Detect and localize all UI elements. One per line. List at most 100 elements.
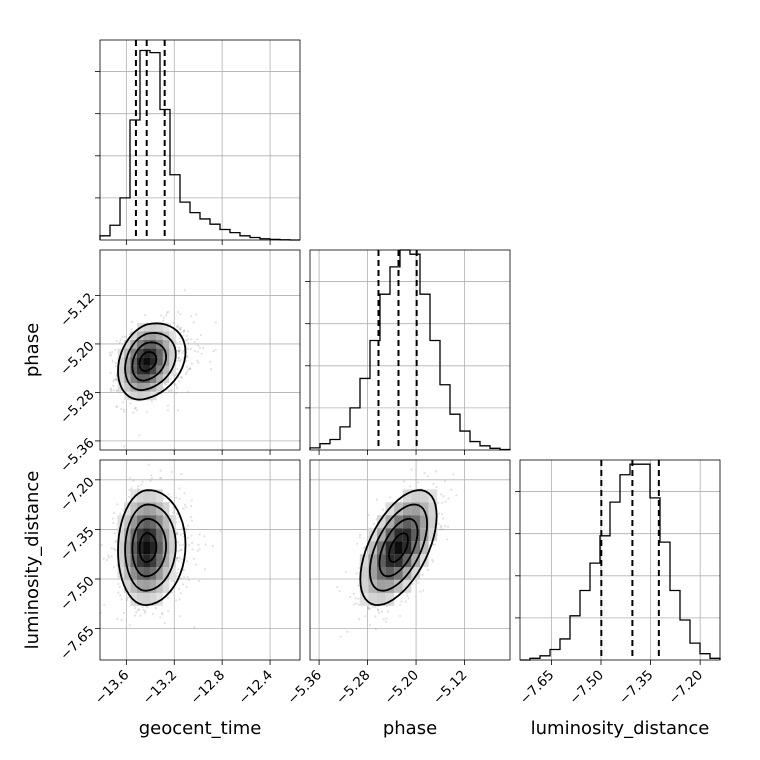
scatter-point xyxy=(193,340,196,343)
density-cell xyxy=(420,541,429,554)
scatter-point xyxy=(166,404,170,407)
scatter-point xyxy=(122,509,125,512)
scatter-point xyxy=(178,360,182,363)
scatter-point xyxy=(175,557,178,560)
scatter-point xyxy=(172,321,175,324)
density-cell xyxy=(156,554,163,567)
scatter-point xyxy=(165,314,168,317)
scatter-point xyxy=(187,338,190,341)
density-cell xyxy=(124,357,131,366)
density-cell xyxy=(117,541,125,554)
density-cell xyxy=(143,391,150,401)
scatter-point xyxy=(183,339,187,342)
density-cell xyxy=(420,489,429,503)
scatter-point xyxy=(198,346,201,349)
scatter-point xyxy=(407,597,410,600)
x-tick-label-geocent_time: −13.6 xyxy=(92,667,133,708)
scatter-point xyxy=(160,476,163,480)
density-cell xyxy=(377,592,386,606)
density-cell xyxy=(359,554,369,567)
scatter-point xyxy=(137,485,140,488)
scatter-point xyxy=(110,547,113,550)
scatter-point xyxy=(177,310,180,313)
scatter-point xyxy=(187,330,190,333)
scatter-point xyxy=(178,340,181,343)
density-cell xyxy=(149,340,157,349)
scatter-point xyxy=(364,615,367,618)
scatter-point xyxy=(187,347,190,350)
scatter-point xyxy=(194,563,197,566)
hist-panel-geocent_time xyxy=(95,39,301,245)
density-cell xyxy=(137,348,144,358)
scatter-point xyxy=(130,328,133,331)
scatter-point xyxy=(349,595,352,599)
scatter-point xyxy=(161,613,164,616)
density-cell xyxy=(420,528,429,542)
scatter-point xyxy=(375,498,378,501)
scatter-point xyxy=(193,626,196,629)
histogram-phase xyxy=(309,249,511,451)
scatter-point xyxy=(175,572,178,575)
density-panel-luminosity_distance-vs-phase xyxy=(309,459,511,665)
density-cell xyxy=(130,502,137,516)
y-tick-label-phase: −5.36 xyxy=(57,435,98,476)
scatter-point xyxy=(177,568,180,571)
contour-level-1 xyxy=(131,518,168,578)
x-tick-label-phase: −5.12 xyxy=(430,667,471,708)
density-cell xyxy=(359,567,369,580)
density-blocks xyxy=(359,489,438,606)
scatter-point xyxy=(196,338,199,341)
scatter-point xyxy=(183,576,186,579)
y-tick-label-phase: −5.28 xyxy=(57,387,98,428)
scatter-point xyxy=(209,368,213,371)
scatter-point xyxy=(146,606,149,609)
density-cell xyxy=(143,489,150,503)
x-tick-label-luminosity_distance: −7.35 xyxy=(616,667,657,708)
scatter-point xyxy=(113,565,116,568)
contour-level-0 xyxy=(387,532,409,563)
scatter-point xyxy=(190,362,193,365)
scatter-point xyxy=(172,511,175,514)
scatter-point xyxy=(179,592,182,595)
scatter-point xyxy=(352,592,356,595)
x-axis-label-geocent_time: geocent_time xyxy=(139,718,262,739)
scatter-point xyxy=(196,549,199,553)
scatter-point xyxy=(112,380,115,383)
panel-frame xyxy=(519,459,721,661)
scatter-point xyxy=(190,504,193,508)
scatter-point xyxy=(158,476,162,480)
scatter-point xyxy=(339,635,342,638)
scatter-point xyxy=(185,334,188,338)
density-cell xyxy=(124,567,131,580)
scatter-point xyxy=(432,482,435,485)
scatter-point xyxy=(185,371,188,374)
density-cell xyxy=(149,357,157,366)
contour-level-2 xyxy=(368,503,429,592)
scatter-point xyxy=(142,608,145,612)
density-cell xyxy=(149,515,157,529)
scatter-point xyxy=(179,331,183,334)
density-cell xyxy=(169,567,176,580)
scatter-point xyxy=(440,493,443,496)
density-cell xyxy=(162,580,170,593)
scatter-point xyxy=(115,379,118,382)
density-cell xyxy=(162,340,170,349)
density-cell xyxy=(411,502,420,516)
y-tick-label-luminosity_distance: −7.20 xyxy=(57,474,98,515)
scatter-point xyxy=(437,501,440,504)
density-cell xyxy=(143,580,150,593)
density-cell xyxy=(137,331,144,340)
scatter-point xyxy=(173,374,176,377)
contour-level-1 xyxy=(378,518,419,578)
scatter-point xyxy=(110,353,113,356)
density-cell xyxy=(156,374,163,383)
scatter-point xyxy=(191,548,194,551)
scatter-point xyxy=(187,578,190,582)
scatter-point xyxy=(147,463,150,466)
x-axis-label-phase: phase xyxy=(383,718,437,739)
density-cell xyxy=(130,374,137,383)
density-cell xyxy=(149,580,157,593)
scatter-point xyxy=(186,368,189,371)
scatter-point xyxy=(426,568,429,572)
scatter-point xyxy=(111,360,114,363)
